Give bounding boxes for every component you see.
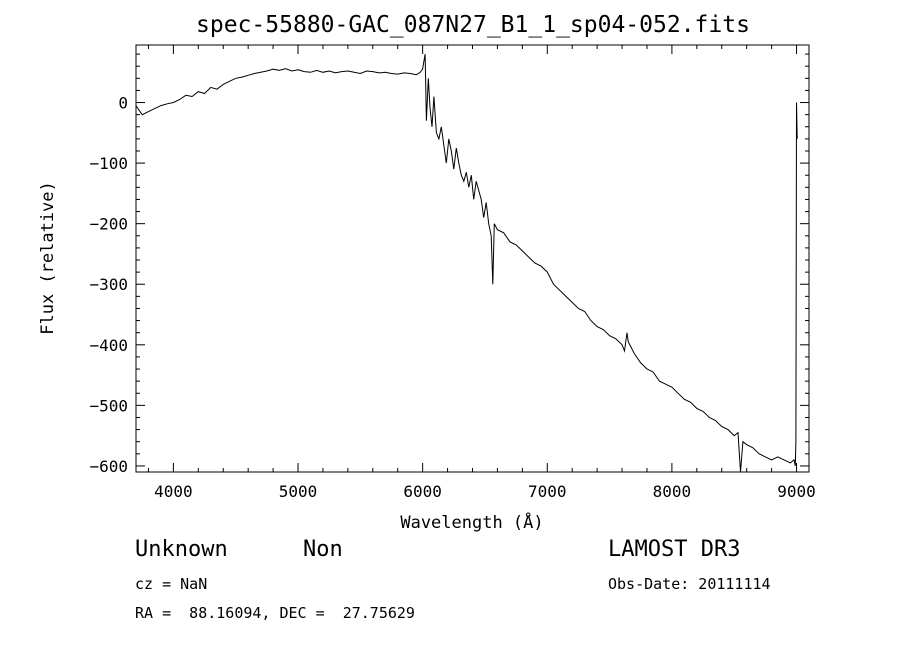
survey-name: LAMOST DR3 (608, 537, 741, 562)
object-subclass: Non (303, 537, 343, 562)
x-tick-label: 8000 (653, 482, 692, 501)
axis-ticks (136, 45, 809, 472)
x-tick-labels: 4000 5000 6000 7000 8000 9000 (154, 482, 816, 501)
x-tick-label: 5000 (279, 482, 318, 501)
spectrum-series-line (135, 54, 798, 473)
y-axis-label: Flux (relative) (38, 181, 58, 335)
y-tick-label: −200 (89, 215, 128, 234)
chart-title: spec-55880-GAC_087N27_B1_1_sp04-052.fits (196, 12, 750, 38)
y-tick-label: −400 (89, 336, 128, 355)
y-tick-label: −500 (89, 396, 128, 415)
coordinates: RA = 88.16094, DEC = 27.75629 (135, 604, 415, 622)
observation-date: Obs-Date: 20111114 (608, 575, 771, 593)
y-tick-label: −600 (89, 457, 128, 476)
y-tick-label: 0 (118, 94, 128, 113)
x-axis-label: Wavelength (Å) (400, 511, 543, 533)
y-tick-label: −100 (89, 154, 128, 173)
x-tick-label: 6000 (403, 482, 442, 501)
x-tick-label: 9000 (777, 482, 816, 501)
redshift-value: cz = NaN (135, 575, 208, 593)
x-tick-label: 7000 (528, 482, 567, 501)
x-tick-label: 4000 (154, 482, 193, 501)
object-class: Unknown (135, 537, 228, 562)
y-tick-labels: 0 −100 −200 −300 −400 −500 −600 (89, 94, 128, 476)
y-tick-label: −300 (89, 275, 128, 294)
plot-frame (135, 44, 810, 473)
